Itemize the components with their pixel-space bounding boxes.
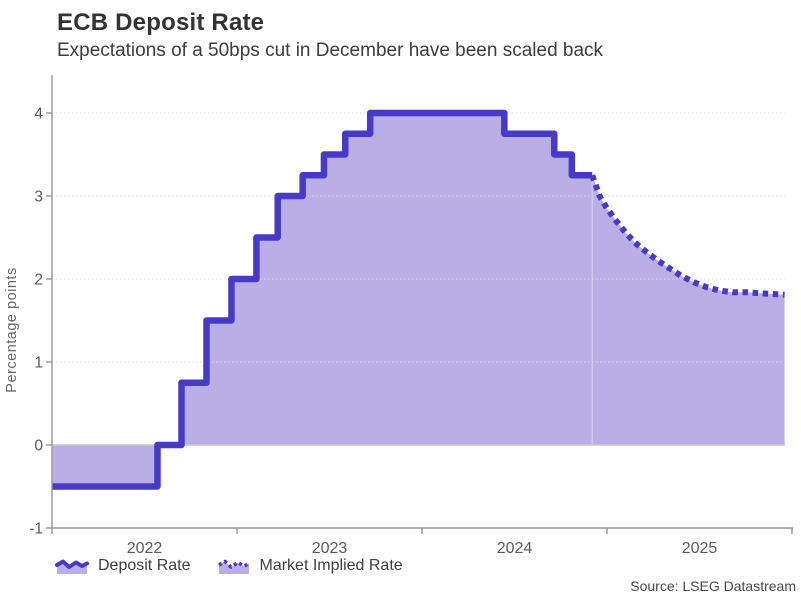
x-tick-label-2023: 2023 bbox=[312, 540, 348, 557]
deposit-rate-line bbox=[52, 109, 593, 490]
x-tick-label-2022: 2022 bbox=[127, 540, 163, 557]
y-tick-label-4: 4 bbox=[34, 106, 43, 123]
chart-subtitle: Expectations of a 50bps cut in December … bbox=[57, 40, 604, 61]
y-tick-label-1: 1 bbox=[34, 355, 43, 372]
market-implied-rate-legend-icon bbox=[217, 559, 250, 574]
deposit-rate-legend-icon bbox=[55, 559, 89, 574]
legend-label: Market Implied Rate bbox=[259, 557, 403, 574]
y-tick-label-3: 3 bbox=[34, 189, 43, 206]
legend-item-deposit-rate: Deposit Rate bbox=[55, 557, 191, 575]
y-tick-label-0: 0 bbox=[34, 438, 43, 455]
market-implied-rate-line bbox=[589, 174, 785, 298]
y-tick-label-2: 2 bbox=[34, 272, 43, 289]
chart-title: ECB Deposit Rate bbox=[57, 9, 265, 36]
x-tick-label-2025: 2025 bbox=[682, 540, 718, 557]
source-note: Source: LSEG Datastream bbox=[630, 578, 796, 594]
x-tick-label-2024: 2024 bbox=[497, 540, 533, 557]
legend-item-market-implied-rate: Market Implied Rate bbox=[217, 557, 403, 575]
legend: Deposit Rate Market Implied Rate bbox=[55, 557, 403, 575]
y-tick-label--1: -1 bbox=[29, 521, 43, 538]
area-fill bbox=[52, 113, 785, 487]
legend-label: Deposit Rate bbox=[98, 557, 191, 574]
y-axis-title: Percentage points bbox=[4, 267, 20, 392]
